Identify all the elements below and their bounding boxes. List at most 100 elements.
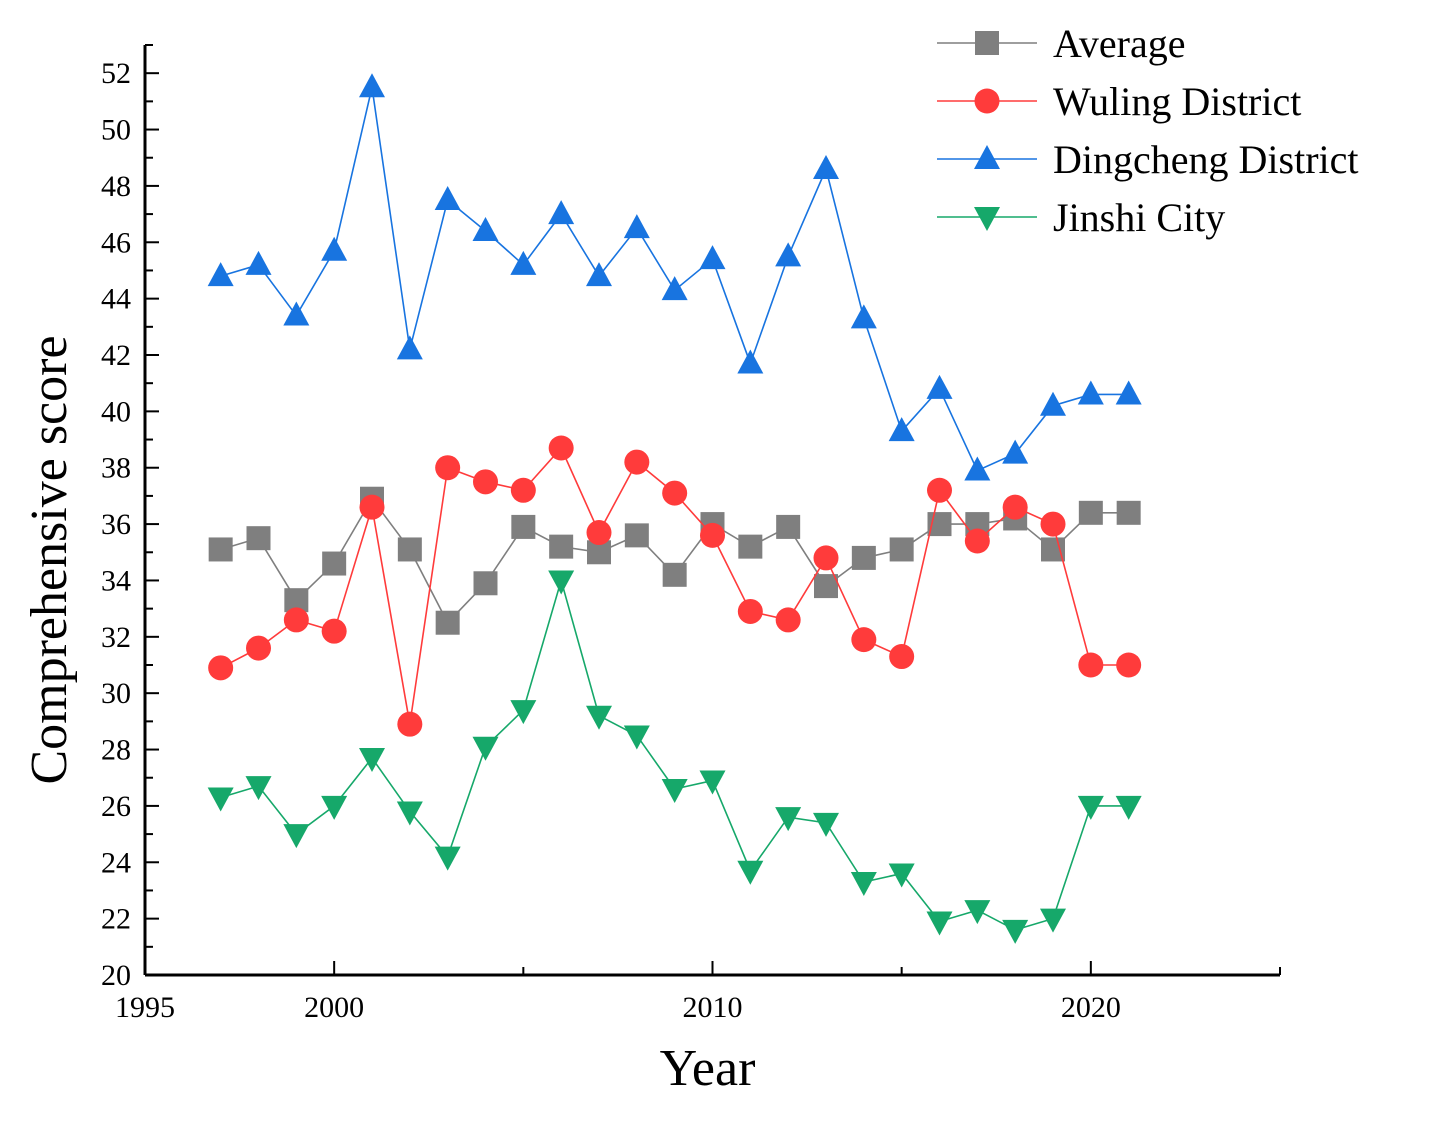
data-point-wuling-district (1116, 652, 1142, 678)
data-point-average (1116, 500, 1141, 525)
data-point-wuling-district (435, 455, 461, 481)
data-point-wuling-district (662, 480, 688, 506)
legend-label: Average (1053, 21, 1186, 66)
data-point-average (889, 537, 914, 562)
data-point-jinshi-city (813, 812, 839, 837)
y-tick-label: 30 (101, 677, 131, 710)
data-point-dingcheng-district (775, 242, 802, 267)
y-tick-label: 42 (101, 339, 131, 372)
data-point-wuling-district (1002, 494, 1028, 520)
data-point-dingcheng-district (926, 374, 953, 399)
data-point-wuling-district (927, 477, 952, 503)
y-axis-title: Comprehensive score (21, 335, 78, 784)
data-point-jinshi-city (359, 748, 385, 772)
data-point-average (397, 537, 422, 562)
data-point-wuling-district (737, 598, 763, 624)
y-tick-label: 52 (101, 57, 131, 90)
data-point-dingcheng-district (699, 245, 726, 270)
legend-marker (974, 145, 1000, 169)
data-point-dingcheng-district (548, 200, 575, 225)
data-point-dingcheng-district (434, 186, 461, 210)
y-tick-label: 50 (101, 114, 131, 147)
data-point-jinshi-city (661, 779, 688, 803)
data-point-dingcheng-district (245, 250, 272, 275)
legend-marker (974, 207, 1000, 231)
data-point-dingcheng-district (888, 417, 915, 442)
data-point-jinshi-city (699, 770, 726, 795)
y-tick-label: 48 (101, 170, 131, 203)
data-point-wuling-district (813, 545, 839, 571)
series-layer (207, 73, 1142, 944)
data-point-jinshi-city (434, 846, 461, 871)
data-point-jinshi-city (396, 801, 423, 826)
data-point-average (473, 571, 498, 596)
data-point-dingcheng-district (850, 304, 877, 329)
series-line-jinshi-city (220, 577, 1129, 931)
data-point-jinshi-city (775, 807, 802, 832)
data-point-jinshi-city (926, 911, 953, 936)
data-point-average (208, 537, 233, 562)
data-point-jinshi-city (283, 824, 310, 849)
data-point-dingcheng-district (1077, 380, 1104, 405)
data-point-dingcheng-district (472, 217, 499, 241)
series-dingcheng-district (207, 73, 1142, 481)
data-point-average (435, 610, 460, 635)
data-point-average (851, 545, 876, 570)
data-point-jinshi-city (1077, 795, 1104, 820)
data-point-average (776, 514, 801, 539)
data-point-wuling-district (775, 607, 801, 633)
data-point-jinshi-city (737, 860, 764, 885)
data-point-dingcheng-district (207, 262, 234, 287)
legend-label: Dingcheng District (1053, 137, 1359, 182)
y-tick-label: 36 (101, 508, 131, 541)
data-point-average (1078, 500, 1103, 525)
data-point-average (814, 574, 838, 599)
data-point-wuling-district (246, 635, 271, 661)
data-point-average (624, 523, 649, 548)
y-ticks: 20 22 24 26 28 30 32 34 36 38 40 42 44 46 48 50 52 (101, 44, 159, 992)
series-average (208, 486, 1141, 635)
y-tick-label: 22 (101, 903, 131, 936)
series-jinshi-city (207, 570, 1142, 944)
data-point-wuling-district (473, 469, 498, 495)
data-point-jinshi-city (1040, 908, 1066, 933)
data-point-wuling-district (624, 449, 650, 475)
legend-item-average: Average (937, 21, 1186, 66)
x-tick-label: 2020 (1061, 991, 1121, 1024)
data-point-wuling-district (700, 522, 725, 548)
y-tick-label: 40 (101, 395, 131, 428)
y-tick-label: 44 (101, 283, 131, 316)
x-ticks: 1995 2000 2010 2020 (115, 961, 1281, 1024)
data-point-wuling-district (889, 644, 915, 670)
legend: Average Wuling District Dingcheng District… (937, 21, 1359, 240)
legend-marker (974, 88, 1000, 114)
data-point-wuling-district (208, 655, 234, 681)
data-point-wuling-district (397, 711, 423, 737)
data-point-average (322, 551, 347, 576)
y-tick-label: 28 (101, 734, 131, 767)
data-point-dingcheng-district (283, 301, 310, 326)
data-point-dingcheng-district (396, 335, 423, 360)
data-point-dingcheng-district (1002, 439, 1029, 464)
y-tick-label: 38 (101, 452, 131, 485)
data-point-jinshi-city (548, 570, 575, 595)
data-point-jinshi-city (245, 776, 272, 801)
legend-label: Wuling District (1053, 79, 1301, 124)
data-point-wuling-district (851, 627, 877, 653)
legend-label: Jinshi City (1053, 195, 1225, 240)
y-tick-label: 32 (101, 621, 131, 654)
data-point-jinshi-city (888, 863, 915, 888)
data-point-wuling-district (1078, 652, 1104, 678)
axes (143, 45, 1280, 977)
data-point-wuling-district (510, 477, 536, 503)
legend-item-jinshi-city: Jinshi City (937, 195, 1225, 240)
series-wuling-district (208, 435, 1142, 737)
data-point-dingcheng-district (321, 236, 348, 261)
data-point-jinshi-city (321, 795, 348, 820)
data-point-wuling-district (359, 494, 385, 520)
data-point-average (511, 514, 536, 539)
data-point-jinshi-city (472, 736, 499, 761)
data-point-jinshi-city (623, 725, 650, 750)
y-tick-label: 46 (101, 226, 131, 259)
